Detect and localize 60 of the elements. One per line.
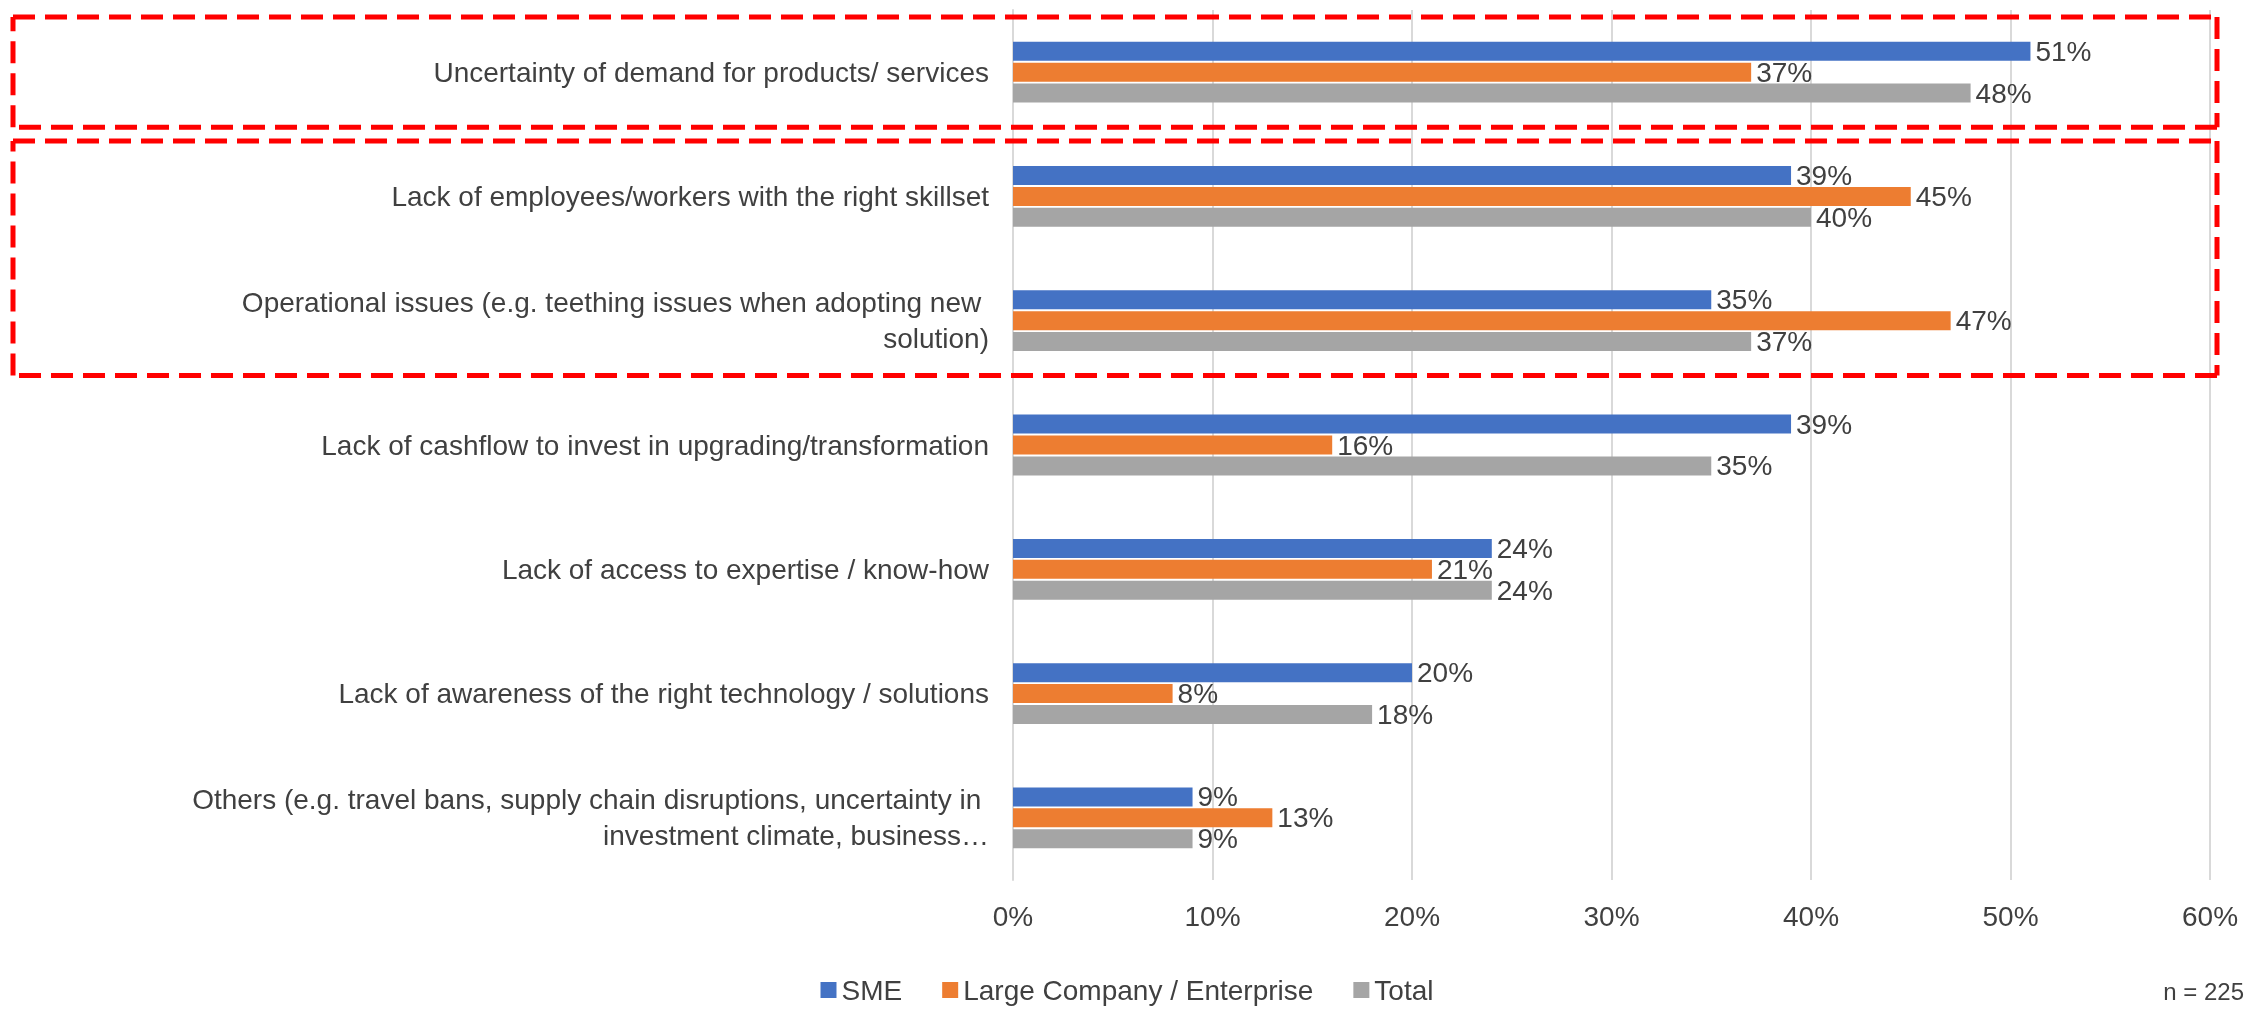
data-label: 45% (1915, 180, 1972, 212)
legend-label: SME (841, 974, 903, 1006)
data-label: 37% (1756, 326, 1813, 358)
bar (1013, 663, 1412, 683)
bar (1013, 41, 2031, 61)
x-tick-label: 20% (1383, 900, 1441, 932)
data-label: 13% (1277, 802, 1334, 834)
bar (1013, 83, 1971, 103)
data-label: 37% (1756, 56, 1813, 88)
x-tick-label: 50% (1982, 900, 2039, 932)
bar (1013, 704, 1373, 724)
bar (1013, 186, 1911, 206)
bar (1013, 684, 1173, 704)
legend-label: Total (1374, 974, 1434, 1006)
bar (1013, 207, 1811, 227)
bar (1013, 290, 1712, 310)
x-tick-label: 0% (992, 900, 1034, 932)
bar (1013, 808, 1273, 828)
data-label: 8% (1177, 678, 1219, 710)
bar (1013, 456, 1712, 476)
bar (1013, 787, 1193, 807)
y-tick-label: Lack of awareness of the right technology / solutions (338, 678, 989, 710)
data-label: 35% (1716, 450, 1773, 482)
data-label: 24% (1496, 574, 1553, 606)
data-label: 9% (1197, 781, 1239, 813)
bar (1013, 311, 1951, 331)
data-label: 51% (2035, 35, 2092, 67)
data-label: 21% (1436, 553, 1493, 585)
legend-label: Large Company / Enterprise (963, 974, 1314, 1006)
y-tick-label: Lack of access to expertise / know-how (501, 553, 990, 585)
data-label: 24% (1496, 532, 1553, 564)
bar (1013, 62, 1752, 82)
data-label: 18% (1377, 698, 1434, 730)
bar (1013, 166, 1792, 186)
bar (1013, 414, 1792, 434)
data-label: 39% (1796, 160, 1853, 192)
y-tick-label: Others (e.g. travel bans, supply chain disruptions, uncertainty in investment climate, business… (192, 784, 989, 852)
bar (1013, 332, 1752, 352)
x-tick-label: 40% (1782, 900, 1840, 932)
data-label: 39% (1796, 408, 1853, 440)
bar (1013, 435, 1333, 455)
text: n = 225 (2163, 977, 2245, 1005)
x-tick-label: 30% (1583, 900, 1640, 932)
data-label: 35% (1716, 284, 1773, 316)
data-label: 20% (1417, 657, 1474, 689)
data-label: 40% (1816, 201, 1873, 233)
y-tick-label: Lack of employees/workers with the right skillset (391, 180, 990, 212)
y-tick-label: Lack of cashflow to invest in upgrading/transformation (321, 429, 989, 461)
bar (1013, 559, 1432, 579)
data-label: 47% (1955, 305, 2012, 337)
x-tick-label: 10% (1184, 900, 1241, 932)
data-label: 16% (1337, 429, 1394, 461)
y-tick-label: Operational issues (e.g. teething issues when adopting new solution) (241, 287, 989, 355)
bar (1013, 580, 1492, 600)
y-tick-label: Uncertainty of demand for products/ services (433, 56, 989, 88)
x-tick-label: 60% (2181, 900, 2239, 932)
data-label: 9% (1197, 823, 1239, 855)
bar (1013, 538, 1492, 558)
data-label: 48% (1975, 77, 2032, 109)
bar (1013, 829, 1193, 849)
